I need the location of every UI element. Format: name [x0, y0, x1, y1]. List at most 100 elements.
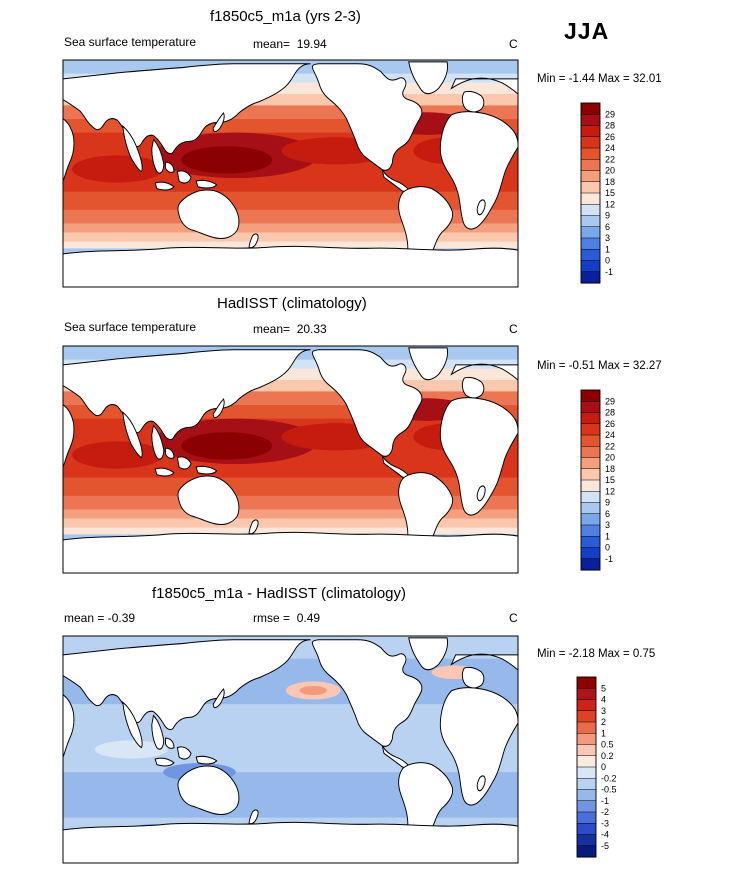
- colorbar-3-swatch-8: [576, 755, 597, 768]
- colorbar-3-swatch-13: [576, 811, 597, 824]
- colorbar-1-swatch-2: [580, 114, 601, 127]
- colorbar-3-swatch-4: [576, 710, 597, 723]
- colorbar-1-swatch-13: [580, 237, 601, 250]
- colorbar-1-swatch-15: [580, 260, 601, 273]
- colorbar-1-swatch-8: [580, 181, 601, 194]
- colorbar-3-swatch-6: [576, 733, 597, 746]
- colorbar-3-level-label: -1: [601, 796, 609, 806]
- colorbar-2-swatch-15: [580, 547, 601, 560]
- panel-2-variable-label: Sea surface temperature: [64, 320, 197, 334]
- colorbar-2-level-label: 1: [605, 531, 610, 541]
- map-panel-1: [62, 59, 519, 288]
- field-band-13: [63, 241, 518, 250]
- colorbar-1-swatch-4: [580, 136, 601, 149]
- colorbar-2-level-label: 26: [605, 419, 615, 429]
- colorbar-1-level-label: 18: [605, 177, 615, 187]
- field-anomaly-9: [94, 740, 168, 759]
- colorbar-1-frame: [580, 102, 601, 284]
- colorbar-3-level-label: -5: [601, 841, 609, 851]
- field-anomaly-2: [299, 685, 327, 696]
- colorbar-3-level-label: -2: [601, 807, 609, 817]
- panel-3-mean-label: mean = -0.39: [64, 611, 136, 625]
- field-anomaly-5: [72, 441, 164, 469]
- colorbar-1-level-label: 6: [605, 222, 610, 232]
- colorbar-2-level-label: 9: [605, 498, 610, 508]
- colorbar-2-swatch-4: [580, 423, 601, 436]
- colorbar-1-swatch-16: [580, 271, 601, 284]
- colorbar-1-swatch-12: [580, 226, 601, 239]
- panel-3-title: f1850c5_m1a - HadISST (climatology): [152, 585, 407, 602]
- panel-1-title: f1850c5_m1a (yrs 2-3): [210, 8, 361, 25]
- map-frame-1: [62, 59, 519, 288]
- colorbar-1-swatch-1: [580, 102, 601, 115]
- colorbar-3-swatch-12: [576, 800, 597, 813]
- colorbar-3-swatch-16: [576, 845, 597, 858]
- colorbar-2-swatch-12: [580, 513, 601, 526]
- colorbar-1-swatch-11: [580, 215, 601, 228]
- colorbar-3-swatch-11: [576, 789, 597, 802]
- colorbar-2-swatch-11: [580, 502, 601, 515]
- panel-3-unit: C: [509, 611, 518, 625]
- field-band-13: [63, 527, 518, 536]
- colorbar-2-level-label: 0: [605, 543, 610, 553]
- panel-1-variable-label: Sea surface temperature: [64, 35, 197, 49]
- field-band-4: [63, 380, 518, 392]
- map-frame-3: [62, 635, 519, 864]
- colorbar-2-swatch-8: [580, 468, 601, 481]
- colorbar-2-level-label: 29: [605, 396, 615, 406]
- colorbar-1-level-label: 20: [605, 166, 615, 176]
- panel-1-unit: C: [509, 37, 518, 51]
- colorbar-2-level-label: 24: [605, 430, 615, 440]
- panel-2-title: HadISST (climatology): [217, 295, 367, 312]
- colorbar-2-level-label: 15: [605, 475, 615, 485]
- colorbar-3-level-label: -0.5: [601, 785, 617, 795]
- colorbar-2-level-label: -1: [605, 554, 613, 564]
- colorbar-2-swatch-13: [580, 524, 601, 537]
- colorbar-2-swatch-9: [580, 479, 601, 492]
- colorbar-2-level-label: 12: [605, 486, 615, 496]
- colorbar-3-swatch-3: [576, 699, 597, 712]
- map-frame-2: [62, 345, 519, 574]
- field-band-12: [63, 518, 518, 529]
- colorbar-3-level-label: 0: [601, 762, 606, 772]
- colorbar-1-level-label: 28: [605, 121, 615, 131]
- panel-3-minmax: Min = -2.18 Max = 0.75: [537, 648, 656, 660]
- colorbar-2-swatch-16: [580, 558, 601, 571]
- colorbar-3-swatch-5: [576, 721, 597, 734]
- colorbar-2-level-label: 28: [605, 408, 615, 418]
- colorbar-3-level-label: 4: [601, 695, 606, 705]
- colorbar-2-level-label: 18: [605, 464, 615, 474]
- map-panel-2: [62, 345, 519, 574]
- colorbar-3-swatch-14: [576, 823, 597, 836]
- colorbar-2-level-label: 3: [605, 520, 610, 530]
- season-label: JJA: [564, 18, 610, 44]
- colorbar-2-frame: [580, 389, 601, 571]
- colorbar-1-level-label: 1: [605, 244, 610, 254]
- panel-2-mean-label: mean= 20.33: [253, 322, 327, 336]
- colorbar-3-level-label: 5: [601, 683, 606, 693]
- colorbar-1-level-label: 3: [605, 233, 610, 243]
- field-band-4: [63, 94, 518, 106]
- colorbar-1-level-label: 0: [605, 256, 610, 266]
- panel-2-unit: C: [509, 322, 518, 336]
- colorbar-3-swatch-9: [576, 766, 597, 779]
- colorbar-1-level-label: 24: [605, 143, 615, 153]
- panel-1-mean-label: mean= 19.94: [253, 37, 327, 51]
- field-anomaly-5: [72, 155, 164, 183]
- colorbar-1-level-label: 29: [605, 109, 615, 119]
- colorbar-2-swatch-7: [580, 457, 601, 470]
- field-band-11: [63, 223, 518, 234]
- colorbar-3-level-label: -0.2: [601, 773, 617, 783]
- colorbar-3-level-label: 2: [601, 717, 606, 727]
- field-band-11: [63, 509, 518, 520]
- field-anomaly-2: [181, 146, 273, 174]
- colorbar-2-swatch-5: [580, 434, 601, 447]
- colorbar-1-swatch-3: [580, 125, 601, 138]
- colorbar-2-swatch-2: [580, 401, 601, 414]
- colorbar-1-swatch-9: [580, 192, 601, 205]
- colorbar-3-level-label: -4: [601, 830, 609, 840]
- field-band-3: [63, 368, 518, 381]
